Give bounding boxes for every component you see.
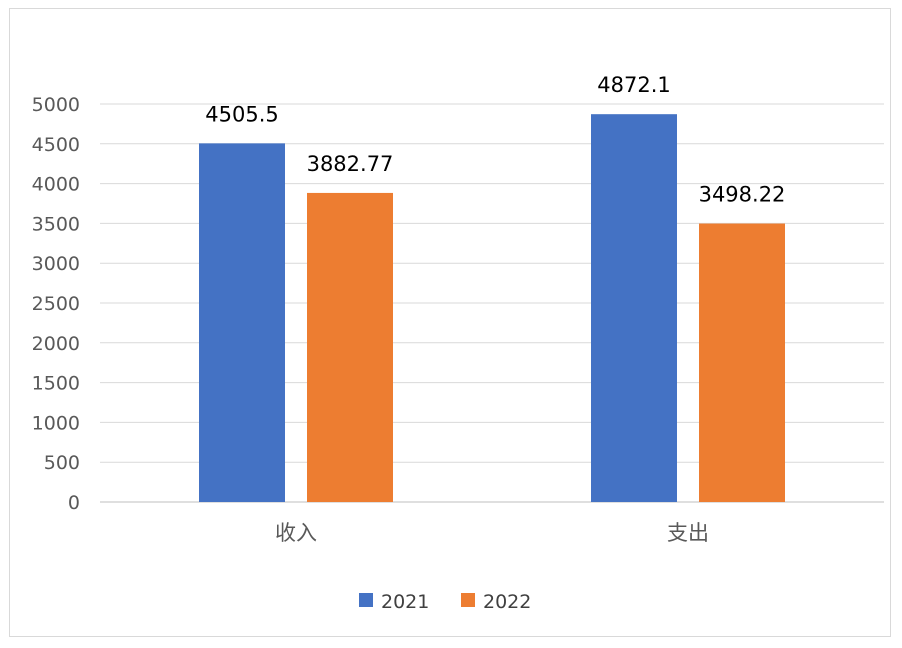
legend: 2021 2022 bbox=[359, 591, 531, 613]
y-axis-ticks: 0 500 1000 1500 2000 2500 3000 3500 4000 4500 5000 bbox=[32, 94, 80, 514]
data-label: 3498.22 bbox=[699, 183, 786, 207]
data-label: 4505.5 bbox=[205, 102, 278, 126]
y-tick-label: 4500 bbox=[32, 134, 80, 156]
data-label: 3882.77 bbox=[307, 152, 394, 176]
bar-2022-0 bbox=[307, 192, 393, 502]
y-tick-label: 3500 bbox=[32, 213, 80, 235]
data-label: 4872.1 bbox=[597, 73, 670, 97]
category-label: 收入 bbox=[275, 521, 317, 545]
y-tick-label: 3000 bbox=[32, 253, 80, 275]
y-tick-label: 1000 bbox=[32, 412, 80, 434]
bars bbox=[199, 114, 785, 503]
x-axis-categories: 收入 支出 bbox=[275, 521, 709, 545]
bar-2022-1 bbox=[699, 223, 785, 502]
data-labels: 4505.5 3882.77 4872.1 3498.22 bbox=[205, 73, 785, 206]
y-tick-label: 2500 bbox=[32, 293, 80, 315]
y-tick-label: 4000 bbox=[32, 174, 80, 196]
legend-label: 2021 bbox=[381, 591, 429, 613]
y-tick-label: 1500 bbox=[32, 373, 80, 395]
category-label: 支出 bbox=[667, 521, 709, 545]
bar-2021-0 bbox=[199, 143, 285, 503]
y-tick-label: 500 bbox=[44, 452, 80, 474]
legend-swatch-2021 bbox=[359, 593, 373, 607]
y-tick-label: 0 bbox=[68, 492, 80, 514]
legend-label: 2022 bbox=[483, 591, 531, 613]
bar-2021-1 bbox=[591, 114, 677, 502]
legend-swatch-2022 bbox=[461, 593, 475, 607]
y-tick-label: 5000 bbox=[32, 94, 80, 116]
y-tick-label: 2000 bbox=[32, 333, 80, 355]
